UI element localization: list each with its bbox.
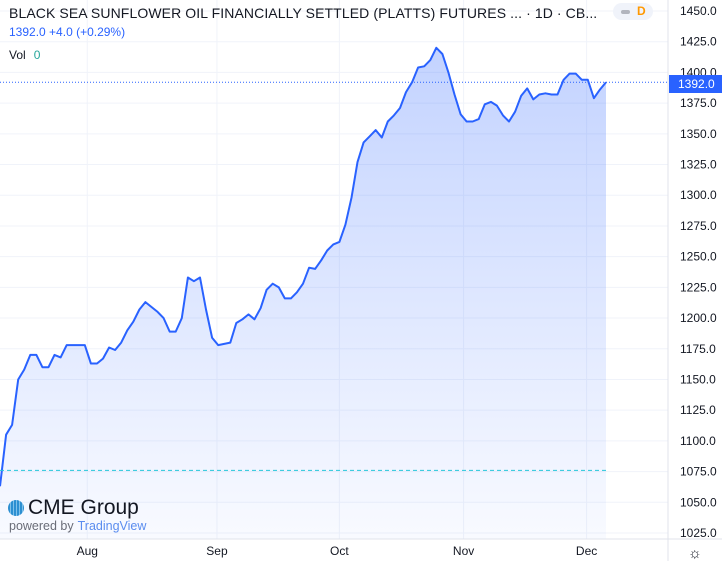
interval-label: D <box>637 4 646 18</box>
x-tick-label: Aug <box>77 544 98 558</box>
y-tick-label: 1350.0 <box>680 127 717 141</box>
cme-logo[interactable]: CME Group <box>8 496 139 520</box>
y-tick-label: 1125.0 <box>680 403 716 417</box>
y-tick-label: 1200.0 <box>680 311 717 325</box>
powered-by-text: powered by <box>9 519 74 533</box>
y-tick-label: 1325.0 <box>680 158 717 172</box>
x-tick-label: Dec <box>576 544 597 558</box>
last-price-label-bg <box>669 75 722 93</box>
last-price-label: 1392.0 <box>678 77 715 91</box>
x-tick-label: Nov <box>453 544 474 558</box>
y-tick-label: 1375.0 <box>680 96 717 110</box>
y-tick-label: 1150.0 <box>680 372 716 386</box>
y-tick-label: 1075.0 <box>680 465 717 479</box>
x-tick-label: Sep <box>206 544 228 558</box>
y-tick-label: 1300.0 <box>680 188 717 202</box>
price-change: +4.0 (+0.29%) <box>49 25 126 39</box>
y-tick-label: 1100.0 <box>680 434 716 448</box>
logo-text: CME Group <box>28 496 139 519</box>
y-tick-label: 1175.0 <box>680 342 716 356</box>
y-tick-label: 1050.0 <box>680 495 717 509</box>
gear-icon[interactable]: ☼ <box>688 545 702 562</box>
globe-icon <box>8 500 24 516</box>
time-axis[interactable]: Aug Sep Oct Nov Dec <box>77 544 598 558</box>
y-tick-label: 1275.0 <box>680 219 717 233</box>
price-line <box>0 46 607 487</box>
last-price: 1392.0 <box>9 25 46 39</box>
tradingview-link[interactable]: TradingView <box>77 519 147 533</box>
volume-legend: Vol 0 <box>9 48 40 62</box>
price-axis[interactable]: 1025.0 1050.0 1075.0 1100.0 1125.0 1150.0 1175… <box>680 4 717 540</box>
y-tick-label: 1225.0 <box>680 280 717 294</box>
symbol-title[interactable]: BLACK SEA SUNFLOWER OIL FINANCIALLY SETT… <box>9 5 598 21</box>
price-readout: 1392.0 +4.0 (+0.29%) <box>9 25 125 39</box>
interval-badge[interactable]: D <box>613 3 653 20</box>
y-tick-label: 1025.0 <box>680 526 717 540</box>
volume-label: Vol <box>9 48 26 62</box>
price-area-fill <box>0 47 606 540</box>
minus-icon <box>621 10 630 14</box>
volume-value: 0 <box>33 48 41 62</box>
y-tick-label: 1250.0 <box>680 250 717 264</box>
chart-legend: BLACK SEA SUNFLOWER OIL FINANCIALLY SETT… <box>9 5 597 21</box>
y-tick-label: 1450.0 <box>680 4 717 18</box>
x-tick-label: Oct <box>330 544 349 558</box>
powered-by[interactable]: powered by TradingView <box>9 519 146 533</box>
y-tick-label: 1425.0 <box>680 35 717 49</box>
